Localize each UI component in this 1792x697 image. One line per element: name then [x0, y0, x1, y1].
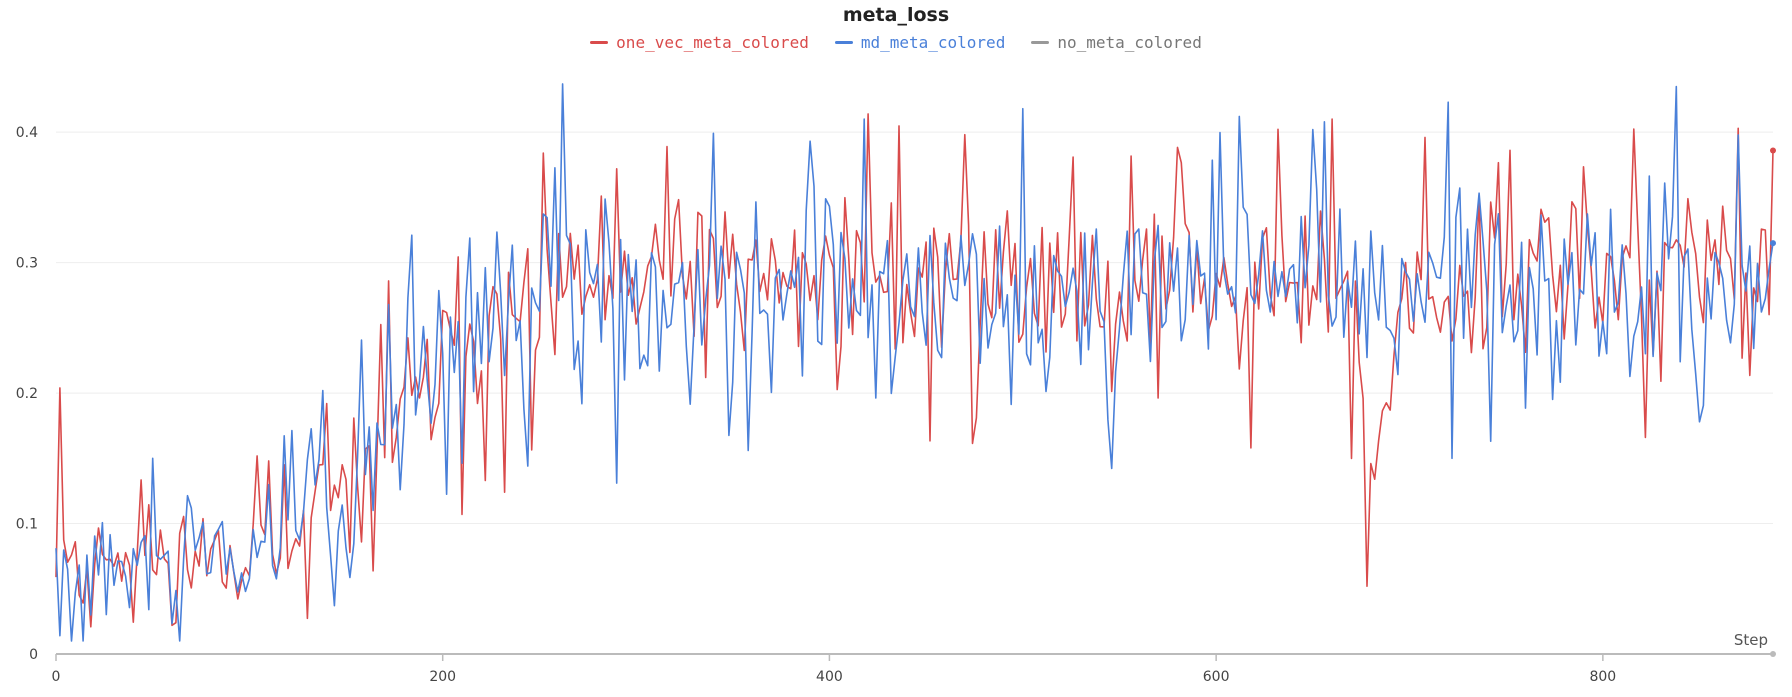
x-tick-label: 0: [52, 669, 61, 685]
y-tick-label: 0: [29, 647, 38, 663]
legend-swatch-one-vec: [590, 41, 609, 44]
legend-label-md: md_meta_colored: [860, 33, 1006, 52]
series-end-point-one_vec_meta_colored: [1770, 147, 1776, 154]
series-layer: [55, 83, 1776, 642]
x-tick-label: 800: [1589, 669, 1616, 685]
y-tick-label: 0.2: [16, 386, 38, 402]
x-axis-label: Step: [1734, 631, 1768, 649]
y-tick-label: 0.4: [16, 125, 38, 141]
legend-item-md[interactable]: md_meta_colored: [834, 33, 1006, 52]
series-line-one_vec_meta_colored: [55, 113, 1774, 628]
legend-label-one-vec: one_vec_meta_colored: [616, 33, 809, 52]
y-tick-label: 0.3: [16, 256, 38, 272]
legend-swatch-no-meta: [1031, 41, 1050, 44]
x-tick-label: 200: [429, 669, 456, 685]
x-axis-end-dot: [1770, 651, 1776, 657]
chart-title: meta_loss: [842, 4, 950, 26]
legend-item-one-vec[interactable]: one_vec_meta_colored: [590, 33, 809, 52]
series-line-md_meta_colored: [55, 83, 1774, 642]
legend: one_vec_meta_colored md_meta_colored no_…: [0, 33, 1792, 52]
x-tick-label: 400: [816, 669, 843, 685]
axes: 0 0.1 0.2 0.3 0.4 0 200 400 600 800 Step: [16, 125, 1776, 685]
series-end-point-md_meta_colored: [1770, 240, 1776, 247]
x-tick-label: 600: [1203, 669, 1230, 685]
legend-label-no-meta: no_meta_colored: [1057, 33, 1202, 52]
grid-lines: [56, 131, 1773, 525]
legend-item-no-meta[interactable]: no_meta_colored: [1031, 33, 1202, 52]
legend-swatch-md: [834, 41, 853, 44]
y-tick-label: 0.1: [16, 517, 38, 533]
